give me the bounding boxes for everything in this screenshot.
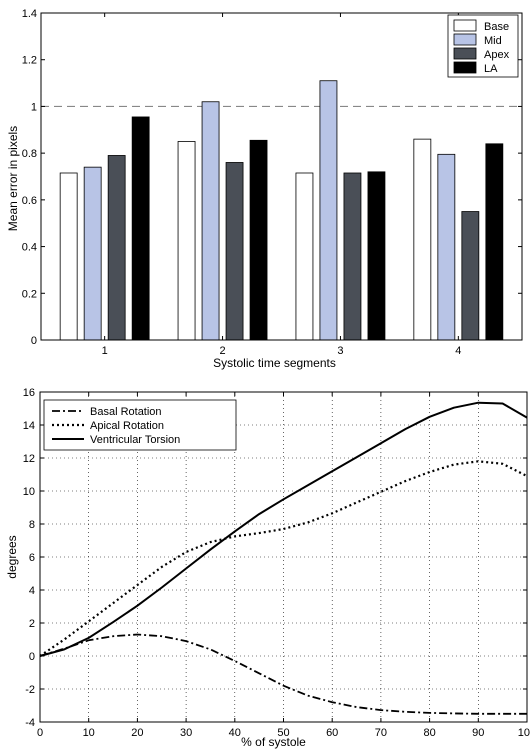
line-ytick-label: 4 [29,585,35,597]
bar-la-4 [485,143,504,341]
bar-apex-3 [343,172,362,341]
series-line-basal-rotation [39,633,527,715]
line-ytick-label: -4 [25,717,35,729]
line-ytick-label: -2 [25,684,35,696]
bar-mid-2 [201,101,220,341]
bar-ytick-label: 0.2 [22,288,37,300]
bar-base-2 [177,141,196,341]
line-xtick-label: 30 [180,727,192,739]
bar-mid-4 [437,153,456,341]
bar-base-4 [413,138,432,341]
line-ytick-label: 16 [23,387,35,399]
line-chart: -4 -2 0 2 4 6 8 10 12 14 16 0 10 20 30 40 50 60 70 80 90 10 % … [5,387,530,749]
line-x-axis-label: % of systole [241,735,306,749]
bar-plot-frame [40,12,523,341]
line-ytick-label: 10 [23,486,35,498]
bar-la-2 [249,139,268,341]
bar-base-1 [59,172,78,341]
line-ytick-label: 6 [29,552,35,564]
legend-label-ventricular-torsion: Ventricular Torsion [90,434,180,446]
bar-ytick-label: 0.6 [22,195,37,207]
legend-swatch-la [453,61,477,74]
bar-apex-2 [225,162,244,341]
line-xtick-label: 90 [472,727,484,739]
legend-label-la: LA [484,63,498,75]
bar-mid-3 [319,80,338,341]
bar-x-axis-label: Systolic time segments [213,356,336,370]
legend-swatch-base [453,19,477,32]
legend-label-base: Base [484,21,509,33]
legend-label-apex: Apex [484,49,510,61]
bar-la-3 [367,171,386,341]
bar-base-3 [295,172,314,341]
line-xtick-label: 0 [37,727,43,739]
bar-la-1 [131,116,150,341]
legend-swatch-mid [453,33,477,46]
line-xtick-label: 20 [131,727,143,739]
line-xtick-label: 80 [423,727,435,739]
bar-ytick-label: 0 [31,335,37,347]
bar-legend: Base Mid Apex LA [447,14,519,78]
bar-xtick-label: 4 [455,345,461,357]
line-ytick-label: 12 [23,453,35,465]
line-xtick-label: 70 [375,727,387,739]
line-xtick-label: 10 [518,727,530,739]
bar-apex-4 [461,211,480,341]
line-ytick-label: 0 [29,651,35,663]
line-xtick-label: 40 [229,727,241,739]
bar-ytick-label: 0.4 [22,242,37,254]
series-line-apical-rotation [39,460,528,657]
line-y-axis-label: degrees [5,535,19,578]
line-xtick-label: 60 [326,727,338,739]
legend-label-mid: Mid [484,35,502,47]
line-ytick-label: 8 [29,519,35,531]
line-ytick-label: 2 [29,618,35,630]
legend-swatch-apex [453,47,477,60]
bar-xtick-label: 3 [337,345,343,357]
line-legend: Basal Rotation Apical Rotation Ventricular… [43,399,237,451]
bar-chart: 0 0.2 0.4 0.6 0.8 1 1.2 1.4 1 2 3 4 Systolic time se… [6,8,523,370]
bar-xtick-label: 1 [102,345,108,357]
bar-xtick-label: 2 [219,345,225,357]
bar-mid-1 [83,166,102,341]
legend-label-basal-rotation: Basal Rotation [90,406,162,418]
series-line-ventricular-torsion [39,401,528,657]
bar-ytick-label: 1 [31,101,37,113]
bar-ytick-label: 0.8 [22,148,37,160]
line-ytick-label: 14 [23,420,35,432]
line-legend-box [43,399,237,451]
bar-ytick-label: 1.2 [22,55,37,67]
line-xtick-label: 50 [277,727,289,739]
bar-apex-1 [107,155,126,341]
bar-ytick-label: 1.4 [22,8,37,20]
legend-label-apical-rotation: Apical Rotation [90,420,164,432]
bar-y-axis-label: Mean error in pixels [6,126,20,231]
line-xtick-label: 10 [83,727,95,739]
